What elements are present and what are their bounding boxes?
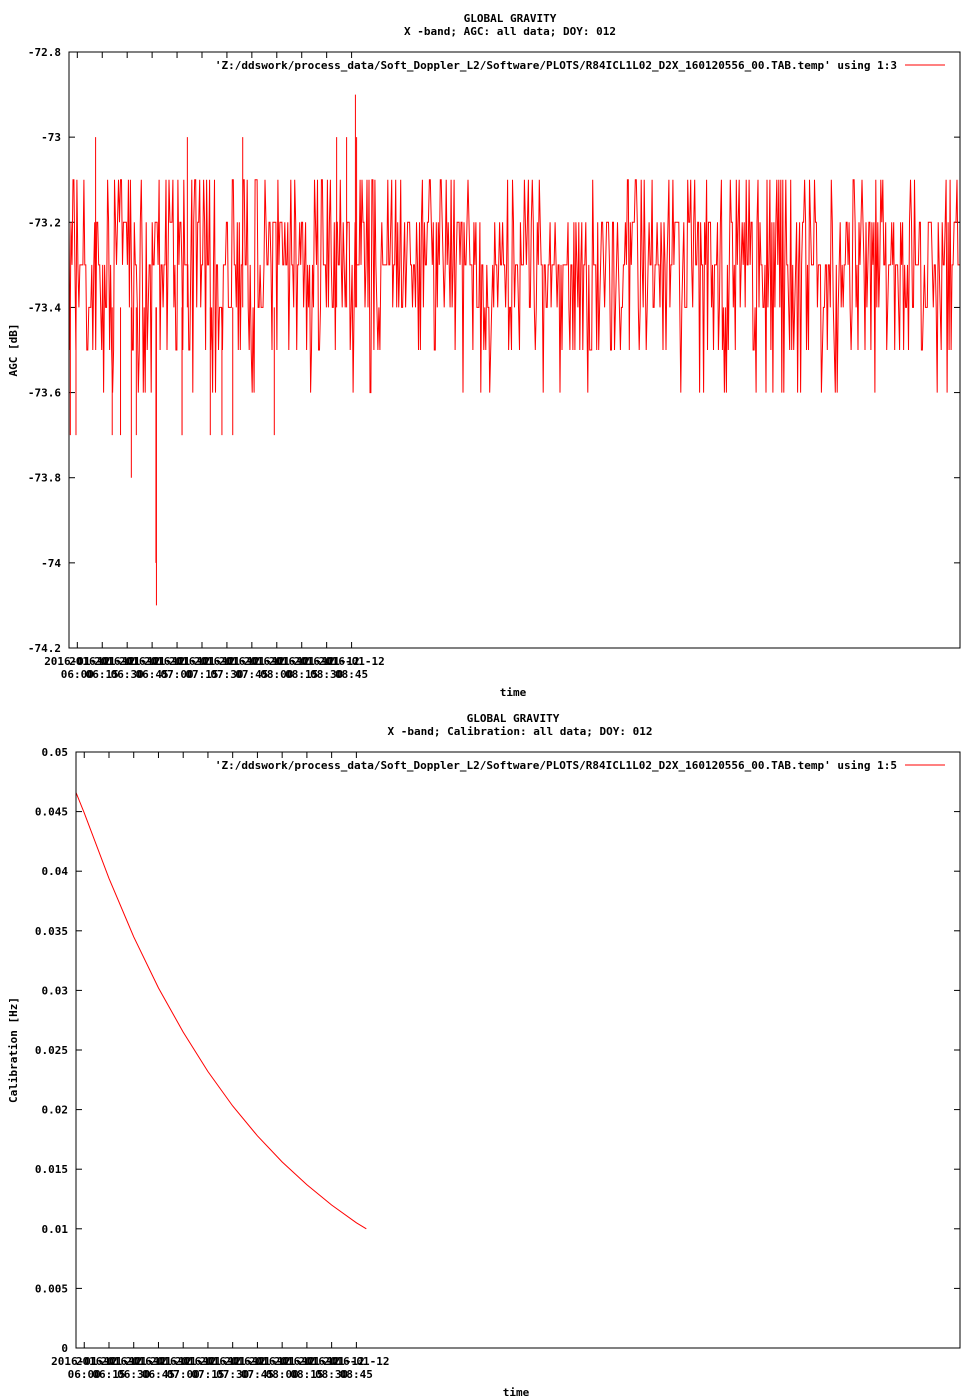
y-tick-label: 0.05 xyxy=(42,746,69,759)
y-tick-label: -73 xyxy=(41,131,61,144)
y-tick-label: 0.02 xyxy=(42,1104,69,1117)
x-tick-date: 2016-01-12 xyxy=(51,1355,117,1368)
x-tick-date: 2016-01-12 xyxy=(318,655,384,668)
x-tick-time: 06:30 xyxy=(117,1368,150,1381)
y-tick-label: 0.005 xyxy=(35,1282,68,1295)
x-tick-time: 06:15 xyxy=(92,1368,125,1381)
x-tick-date: 2016-01-12 xyxy=(175,1355,241,1368)
x-tick-time: 06:00 xyxy=(61,668,94,681)
x-tick-date: 2016-01-12 xyxy=(224,1355,290,1368)
x-tick-time: 08:30 xyxy=(315,1368,348,1381)
y-tick-label: 0 xyxy=(61,1342,68,1355)
x-tick-date: 2016-01-12 xyxy=(69,655,135,668)
y-tick-label: 0.025 xyxy=(35,1044,68,1057)
x-tick-time: 07:45 xyxy=(235,668,268,681)
agc-series-line xyxy=(68,179,960,394)
x-tick-time: 06:15 xyxy=(86,668,119,681)
x-tick-time: 07:15 xyxy=(191,1368,224,1381)
x-tick-time: 08:45 xyxy=(340,1368,373,1381)
x-tick-date: 2016-01-12 xyxy=(44,655,110,668)
calibration-chart: GLOBAL GRAVITY X -band; Calibration: all… xyxy=(7,712,961,1399)
y-tick-label: 0.04 xyxy=(42,865,69,878)
x-tick-time: 08:45 xyxy=(335,668,368,681)
x-tick-time: 07:30 xyxy=(210,668,243,681)
y-tick-label: -74 xyxy=(41,557,61,570)
y-tick-label: 0.035 xyxy=(35,925,68,938)
x-tick-time: 07:30 xyxy=(216,1368,249,1381)
chart-subtitle: X -band; Calibration: all data; DOY: 012 xyxy=(388,725,653,738)
plot-frame xyxy=(75,751,961,1349)
y-axis-label: AGC [dB] xyxy=(7,324,20,377)
x-tick-date: 2016-01-12 xyxy=(101,1355,167,1368)
legend-label: 'Z:/ddswork/process_data/Soft_Doppler_L2… xyxy=(215,759,897,772)
x-tick-date: 2016-01-12 xyxy=(94,655,160,668)
x-tick-date: 2016-01-12 xyxy=(194,655,260,668)
x-tick-time: 07:15 xyxy=(185,668,218,681)
x-tick-date: 2016-01-12 xyxy=(119,655,185,668)
y-tick-label: 0.01 xyxy=(42,1223,69,1236)
plot-frame xyxy=(68,51,961,649)
y-tick-label: 0.045 xyxy=(35,806,68,819)
y-tick-label: -73.2 xyxy=(28,216,61,229)
chart-title: GLOBAL GRAVITY xyxy=(464,12,557,25)
x-tick-date: 2016-01-12 xyxy=(169,655,235,668)
x-tick-date: 2016-01-12 xyxy=(299,1355,365,1368)
x-tick-time: 06:45 xyxy=(142,1368,175,1381)
x-tick-time: 08:15 xyxy=(290,1368,323,1381)
y-tick-label: -73.6 xyxy=(28,387,61,400)
x-tick-date: 2016-01-12 xyxy=(294,655,360,668)
x-tick-time: 07:00 xyxy=(160,668,193,681)
agc-chart: GLOBAL GRAVITY X -band; AGC: all data; D… xyxy=(7,12,961,699)
x-tick-date: 2016-01-12 xyxy=(269,655,335,668)
y-tick-label: 0.015 xyxy=(35,1163,68,1176)
x-tick-time: 06:30 xyxy=(111,668,144,681)
y-axis-label: Calibration [Hz] xyxy=(7,997,20,1103)
x-tick-date: 2016-01-12 xyxy=(76,1355,142,1368)
x-tick-time: 08:00 xyxy=(260,668,293,681)
x-tick-date: 2016-01-12 xyxy=(125,1355,191,1368)
x-axis-label: time xyxy=(500,686,527,699)
legend-label: 'Z:/ddswork/process_data/Soft_Doppler_L2… xyxy=(215,59,897,72)
x-tick-time: 07:00 xyxy=(167,1368,200,1381)
calibration-series-line xyxy=(75,792,367,1230)
x-tick-date: 2016-01-12 xyxy=(249,1355,315,1368)
x-tick-date: 2016-01-12 xyxy=(274,1355,340,1368)
y-tick-label: -74.2 xyxy=(28,642,61,655)
x-axis-label: time xyxy=(503,1386,530,1399)
x-tick-time: 08:00 xyxy=(266,1368,299,1381)
y-tick-label: -73.4 xyxy=(28,301,61,314)
chart-subtitle: X -band; AGC: all data; DOY: 012 xyxy=(404,25,616,38)
y-tick-label: 0.03 xyxy=(42,984,69,997)
x-tick-time: 06:00 xyxy=(68,1368,101,1381)
x-tick-date: 2016-01-12 xyxy=(200,1355,266,1368)
x-tick-date: 2016-01-12 xyxy=(323,1355,389,1368)
x-tick-time: 07:45 xyxy=(241,1368,274,1381)
x-tick-date: 2016-01-12 xyxy=(150,1355,216,1368)
chart-title: GLOBAL GRAVITY xyxy=(467,712,560,725)
x-tick-time: 06:45 xyxy=(136,668,169,681)
x-tick-date: 2016-01-12 xyxy=(244,655,310,668)
x-tick-time: 08:15 xyxy=(285,668,318,681)
x-tick-date: 2016-01-12 xyxy=(144,655,210,668)
y-tick-label: -72.8 xyxy=(28,46,61,59)
y-tick-label: -73.8 xyxy=(28,472,61,485)
x-tick-date: 2016-01-12 xyxy=(219,655,285,668)
x-tick-time: 08:30 xyxy=(310,668,343,681)
